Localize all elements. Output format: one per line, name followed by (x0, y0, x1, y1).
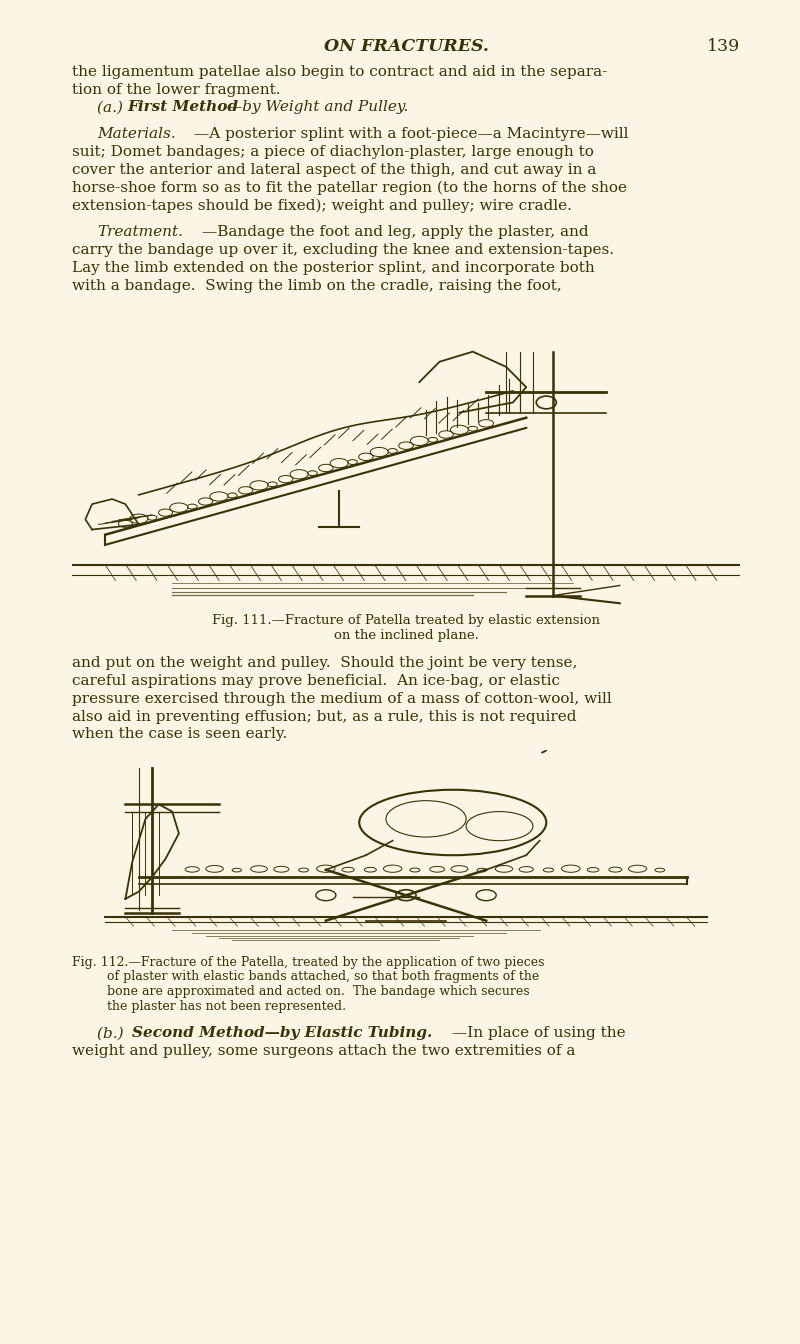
Text: Second Method—by Elastic Tubing.: Second Method—by Elastic Tubing. (132, 1027, 432, 1040)
Text: careful aspirations may prove beneficial.  An ice-bag, or elastic: careful aspirations may prove beneficial… (72, 675, 560, 688)
Ellipse shape (386, 801, 466, 837)
Text: when the case is seen early.: when the case is seen early. (72, 727, 287, 742)
Text: Materials.: Materials. (97, 128, 176, 141)
Text: cover the anterior and lateral aspect of the thigh, and cut away in a: cover the anterior and lateral aspect of… (72, 163, 596, 176)
Text: weight and pulley, some surgeons attach the two extremities of a: weight and pulley, some surgeons attach … (72, 1044, 575, 1058)
Text: 139: 139 (706, 38, 740, 55)
Text: carry the bandage up over it, excluding the knee and extension-tapes.: carry the bandage up over it, excluding … (72, 243, 614, 257)
Text: horse-shoe form so as to fit the patellar region (to the horns of the shoe: horse-shoe form so as to fit the patella… (72, 180, 627, 195)
Text: the ligamentum patellae also begin to contract and aid in the separa-: the ligamentum patellae also begin to co… (72, 65, 607, 79)
Ellipse shape (466, 812, 533, 841)
Text: (a.): (a.) (97, 101, 133, 114)
Text: Fig. 112.—Fracture of the Patella, treated by the application of two pieces: Fig. 112.—Fracture of the Patella, treat… (72, 956, 545, 969)
Text: the plaster has not been represented.: the plaster has not been represented. (107, 1000, 346, 1012)
Text: tion of the lower fragment.: tion of the lower fragment. (72, 82, 281, 97)
Text: —by Weight and Pulley.: —by Weight and Pulley. (227, 101, 408, 114)
Text: First Method: First Method (127, 101, 238, 114)
Text: (b.): (b.) (97, 1027, 134, 1040)
Text: of plaster with elastic bands attached, so that both fragments of the: of plaster with elastic bands attached, … (107, 970, 539, 984)
Text: on the inclined plane.: on the inclined plane. (334, 629, 478, 642)
Text: bone are approximated and acted on.  The bandage which secures: bone are approximated and acted on. The … (107, 985, 530, 999)
Text: —In place of using the: —In place of using the (452, 1027, 626, 1040)
Text: Fig. 111.—Fracture of Patella treated by elastic extension: Fig. 111.—Fracture of Patella treated by… (212, 614, 600, 626)
Text: Lay the limb extended on the posterior splint, and incorporate both: Lay the limb extended on the posterior s… (72, 261, 594, 274)
Text: with a bandage.  Swing the limb on the cradle, raising the foot,: with a bandage. Swing the limb on the cr… (72, 278, 562, 293)
Text: —A posterior splint with a foot-piece—a Macintyre—will: —A posterior splint with a foot-piece—a … (194, 128, 629, 141)
Text: pressure exercised through the medium of a mass of cotton-wool, will: pressure exercised through the medium of… (72, 692, 612, 706)
Text: —Bandage the foot and leg, apply the plaster, and: —Bandage the foot and leg, apply the pla… (202, 224, 589, 239)
Text: and put on the weight and pulley.  Should the joint be very tense,: and put on the weight and pulley. Should… (72, 656, 578, 671)
Text: extension-tapes should be fixed); weight and pulley; wire cradle.: extension-tapes should be fixed); weight… (72, 199, 572, 212)
Text: also aid in preventing effusion; but, as a rule, this is not required: also aid in preventing effusion; but, as… (72, 710, 577, 723)
Text: Treatment.: Treatment. (97, 224, 183, 239)
Ellipse shape (359, 790, 546, 855)
Text: suit; Domet bandages; a piece of diachylon-plaster, large enough to: suit; Domet bandages; a piece of diachyl… (72, 145, 594, 159)
Text: ON FRACTURES.: ON FRACTURES. (323, 38, 489, 55)
